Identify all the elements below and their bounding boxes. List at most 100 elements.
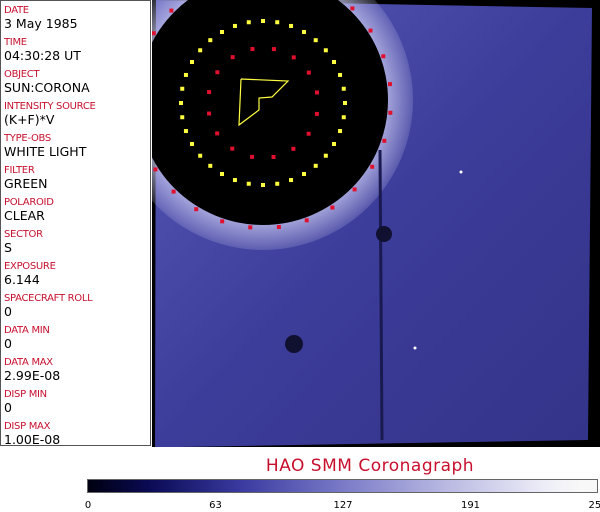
marker-dot — [232, 178, 237, 183]
overlay-markers — [152, 6, 393, 230]
marker-dot — [246, 181, 251, 186]
field-value: 0 — [4, 400, 12, 415]
field-label: POLAROID — [4, 197, 54, 208]
marker-dot — [153, 167, 158, 172]
marker-dot — [381, 54, 386, 59]
field-value: WHITE LIGHT — [4, 144, 87, 159]
marker-dot — [171, 189, 176, 194]
field-value: GREEN — [4, 176, 48, 191]
colorbar-tick-label: 63 — [209, 500, 222, 511]
marker-dot — [250, 154, 255, 159]
marker-dot — [343, 101, 347, 105]
marker-dot — [194, 207, 199, 212]
marker-dot — [291, 146, 296, 151]
field-label: DISP MIN — [4, 389, 47, 400]
field-value: 0 — [4, 304, 12, 319]
marker-dot — [183, 129, 188, 134]
marker-dot — [276, 225, 281, 230]
field-label: DATA MAX — [4, 357, 53, 368]
field-value: SUN:CORONA — [4, 80, 90, 95]
marker-dot — [220, 29, 224, 34]
marker-dot — [198, 48, 203, 53]
marker-dot — [215, 131, 220, 136]
marker-dot — [332, 142, 337, 146]
marker-dot — [271, 154, 276, 159]
coronagraph-image — [152, 0, 600, 447]
field-label: DISP MAX — [4, 421, 51, 432]
field-value: 1.00E-08 — [4, 432, 61, 447]
marker-dot — [368, 28, 373, 33]
marker-dot — [323, 153, 328, 158]
field-value: CLEAR — [4, 208, 45, 223]
marker-dot — [341, 115, 346, 120]
marker-dot — [250, 47, 255, 52]
colorbar-tick-label: 127 — [333, 500, 353, 511]
marker-dot — [388, 82, 393, 87]
field-label: TYPE-OBS — [4, 133, 51, 144]
marker-dot — [323, 48, 328, 53]
marker-dot — [289, 23, 294, 28]
marker-dot — [330, 205, 335, 210]
colorbar-tick-label: 191 — [460, 500, 481, 511]
marker-dot — [189, 142, 194, 146]
marker-dot — [388, 110, 393, 115]
marker-dot — [370, 164, 375, 169]
field-value: 0 — [4, 336, 12, 351]
colorbar-tick-label: 255 — [588, 500, 600, 511]
field-value: 3 May 1985 — [4, 16, 78, 31]
field-label: TIME — [4, 37, 27, 48]
marker-dot — [261, 19, 265, 23]
marker-dot — [208, 38, 213, 43]
marker-dot — [306, 131, 311, 136]
marker-dot — [183, 72, 188, 77]
marker-dot — [232, 23, 237, 28]
marker-dot — [291, 55, 296, 60]
marker-dot — [230, 146, 235, 151]
marker-dot — [246, 20, 251, 25]
marker-dot — [208, 163, 213, 168]
marker-dot — [275, 181, 280, 186]
colorbar — [87, 479, 598, 493]
marker-dot — [341, 86, 346, 91]
marker-dot — [302, 29, 306, 34]
field-value: 2.99E-08 — [4, 368, 61, 383]
occulting-disk — [152, 0, 388, 225]
marker-dot — [230, 55, 235, 60]
marker-dot — [338, 129, 343, 134]
colorbar-tick-label: 0 — [84, 500, 92, 511]
marker-dot — [180, 86, 185, 91]
field-label: EXPOSURE — [4, 261, 56, 272]
marker-dot — [248, 225, 253, 230]
field-value: (K+F)*V — [4, 112, 55, 127]
marker-dot — [313, 163, 318, 168]
field-label: INTENSITY SOURCE — [4, 101, 96, 112]
marker-dot — [207, 111, 212, 116]
marker-dot — [304, 218, 309, 223]
marker-dot — [275, 20, 280, 25]
header-info-panel: DATE 3 May 1985 TIME 04:30:28 UT OBJECT SU… — [0, 0, 151, 447]
marker-dot — [152, 31, 156, 36]
marker-dot — [350, 6, 355, 11]
marker-dot — [198, 153, 203, 158]
field-value: 04:30:28 UT — [4, 48, 81, 63]
marker-dot — [220, 219, 225, 224]
marker-dot — [180, 115, 185, 120]
field-label: DATE — [4, 5, 29, 16]
plot-title: HAO SMM Coronagraph — [265, 456, 475, 476]
marker-dot — [179, 101, 183, 105]
marker-dot — [215, 70, 220, 75]
marker-dot — [314, 90, 319, 95]
marker-dot — [302, 172, 306, 177]
marker-dot — [220, 172, 224, 177]
marker-dot — [306, 70, 311, 75]
field-label: OBJECT — [4, 69, 40, 80]
marker-dot — [314, 111, 319, 116]
field-value: S — [4, 240, 12, 255]
marker-dot — [271, 47, 276, 52]
marker-dot — [189, 60, 194, 64]
marker-dot — [261, 183, 265, 187]
field-label: FILTER — [4, 165, 35, 176]
marker-dot — [289, 178, 294, 183]
marker-dot — [207, 90, 212, 95]
sector-triangle — [238, 78, 290, 127]
